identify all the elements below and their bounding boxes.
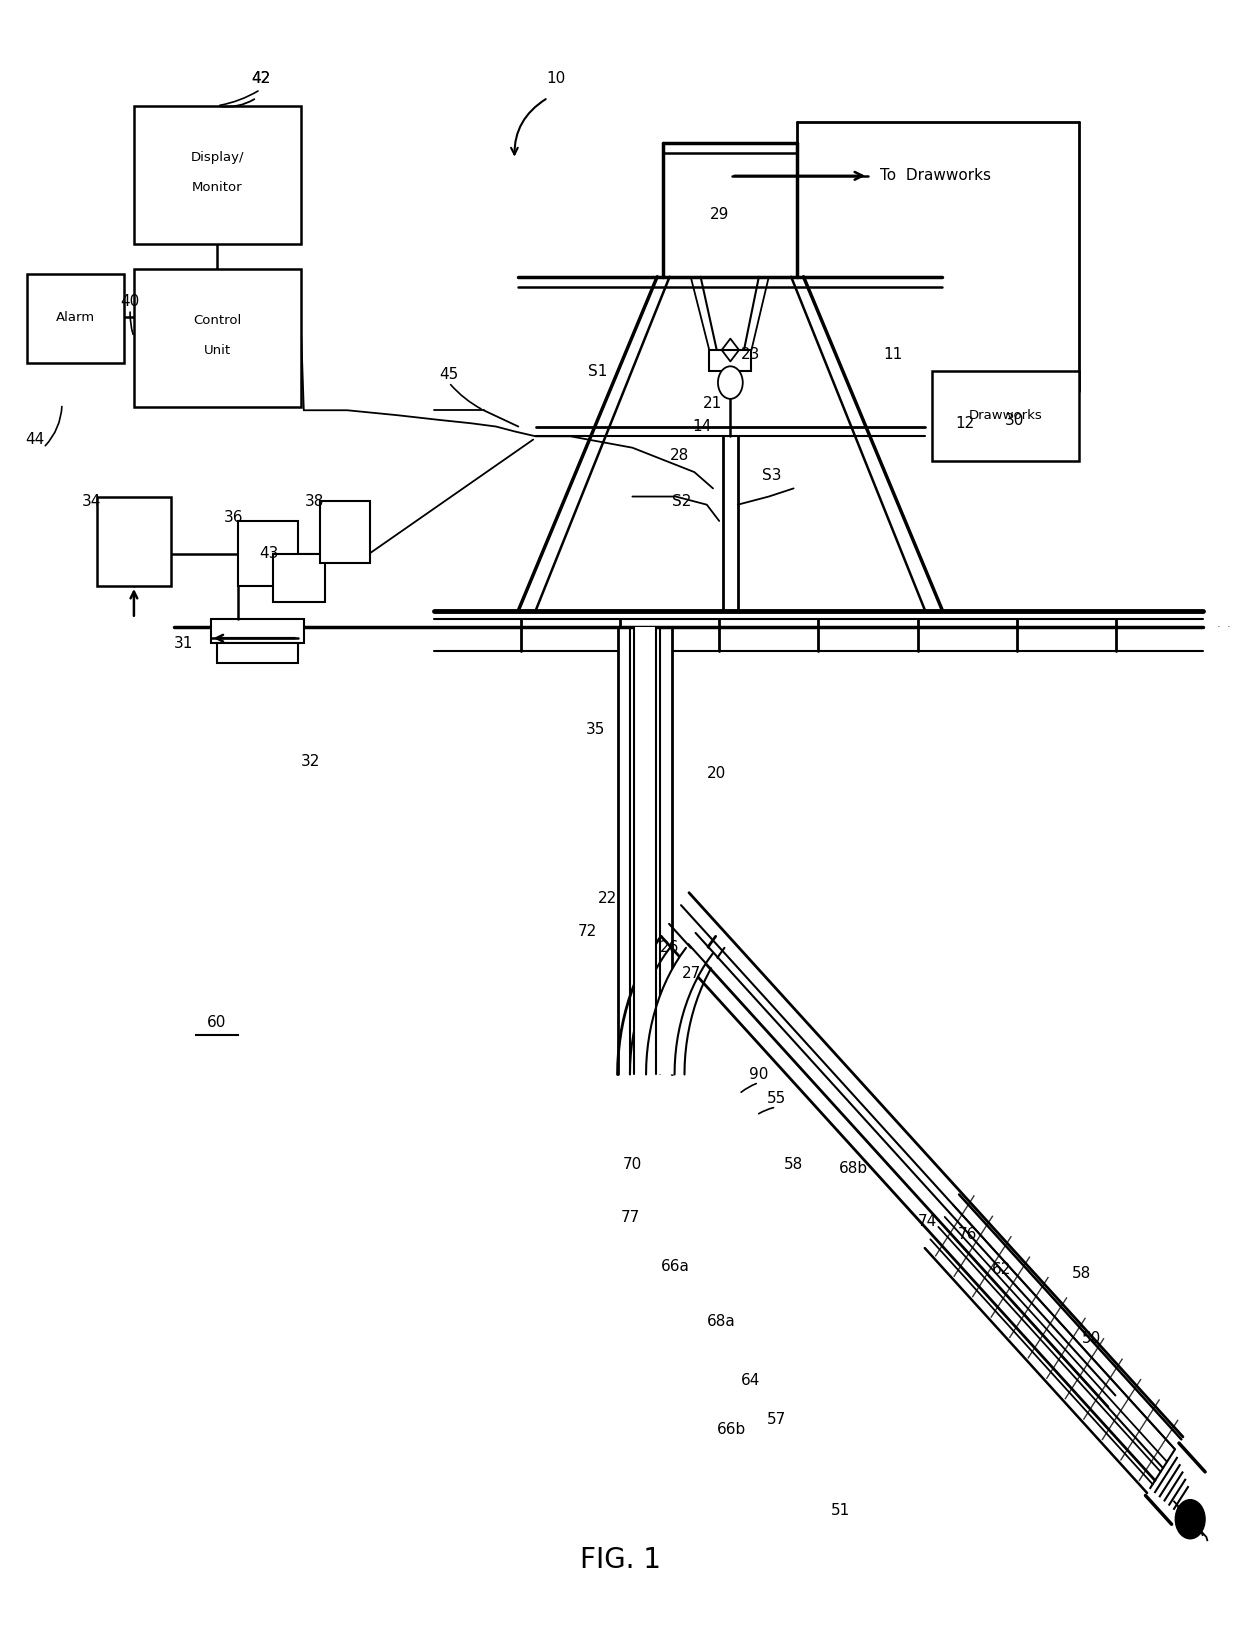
Text: 21: 21 (703, 396, 723, 412)
Text: FIG. 1: FIG. 1 (579, 1545, 661, 1574)
Circle shape (718, 366, 743, 399)
Text: 51: 51 (831, 1503, 851, 1519)
Text: 14: 14 (692, 418, 712, 435)
Text: 90: 90 (749, 1066, 769, 1083)
Text: 40: 40 (120, 293, 140, 309)
Text: 58: 58 (1071, 1265, 1091, 1281)
Bar (238, 521, 298, 586)
Text: 62: 62 (992, 1262, 1012, 1278)
Bar (320, 501, 370, 563)
Bar (134, 269, 301, 407)
Text: 27: 27 (682, 965, 702, 982)
Text: 64: 64 (740, 1372, 760, 1389)
Text: 23: 23 (740, 347, 760, 363)
Text: S3: S3 (761, 467, 781, 484)
Bar (97, 497, 171, 586)
Bar (217, 643, 298, 663)
Text: 34: 34 (82, 493, 102, 510)
Bar (134, 106, 301, 244)
Text: 66b: 66b (717, 1421, 746, 1438)
Text: Drawworks: Drawworks (968, 409, 1043, 422)
Text: 31: 31 (174, 635, 193, 651)
Text: 68a: 68a (707, 1314, 737, 1330)
Text: S1: S1 (588, 363, 608, 379)
Polygon shape (646, 947, 713, 1074)
Text: 35: 35 (585, 721, 605, 737)
Text: 70: 70 (622, 1156, 642, 1172)
Text: 77: 77 (620, 1210, 640, 1226)
Text: 50: 50 (1081, 1330, 1101, 1346)
Text: 36: 36 (223, 510, 243, 526)
Text: 30: 30 (1004, 412, 1024, 428)
Polygon shape (618, 627, 672, 1074)
Text: 74: 74 (918, 1213, 937, 1229)
Polygon shape (618, 936, 715, 1074)
Text: 26: 26 (660, 939, 680, 956)
Text: S2: S2 (672, 493, 692, 510)
Bar (709, 350, 751, 371)
Text: 12: 12 (955, 415, 975, 431)
Text: To  Drawworks: To Drawworks (880, 168, 992, 184)
Polygon shape (689, 934, 1115, 1405)
Text: 32: 32 (300, 754, 320, 770)
Text: Unit: Unit (203, 344, 231, 357)
Text: 57: 57 (766, 1411, 786, 1428)
Bar (27, 274, 124, 363)
Text: 66a: 66a (661, 1258, 691, 1275)
Circle shape (1176, 1499, 1205, 1538)
Bar (211, 619, 304, 643)
Text: 38: 38 (305, 493, 325, 510)
Text: 55: 55 (766, 1091, 786, 1107)
Text: Monitor: Monitor (192, 181, 242, 194)
Text: 72: 72 (578, 923, 598, 939)
Text: 76: 76 (957, 1226, 977, 1242)
Text: 43: 43 (259, 545, 279, 562)
Text: 42: 42 (250, 70, 270, 86)
Bar (932, 371, 1079, 461)
Text: 60: 60 (207, 1014, 227, 1031)
Text: 22: 22 (598, 891, 618, 907)
Text: 20: 20 (707, 765, 727, 781)
Bar (273, 554, 325, 602)
Text: Display/: Display/ (190, 151, 244, 164)
Text: 45: 45 (439, 366, 459, 383)
Polygon shape (662, 894, 1182, 1480)
Text: 68b: 68b (838, 1161, 868, 1177)
Text: Alarm: Alarm (56, 311, 95, 324)
Text: Control: Control (193, 314, 241, 327)
Text: 11: 11 (883, 347, 903, 363)
Text: 29: 29 (709, 207, 729, 223)
Polygon shape (634, 627, 656, 1074)
Text: 10: 10 (546, 70, 565, 86)
Bar (0, 627, 1240, 1628)
Text: 42: 42 (250, 70, 270, 86)
Text: 28: 28 (670, 448, 689, 464)
Text: 44: 44 (25, 431, 45, 448)
Text: 58: 58 (784, 1156, 804, 1172)
